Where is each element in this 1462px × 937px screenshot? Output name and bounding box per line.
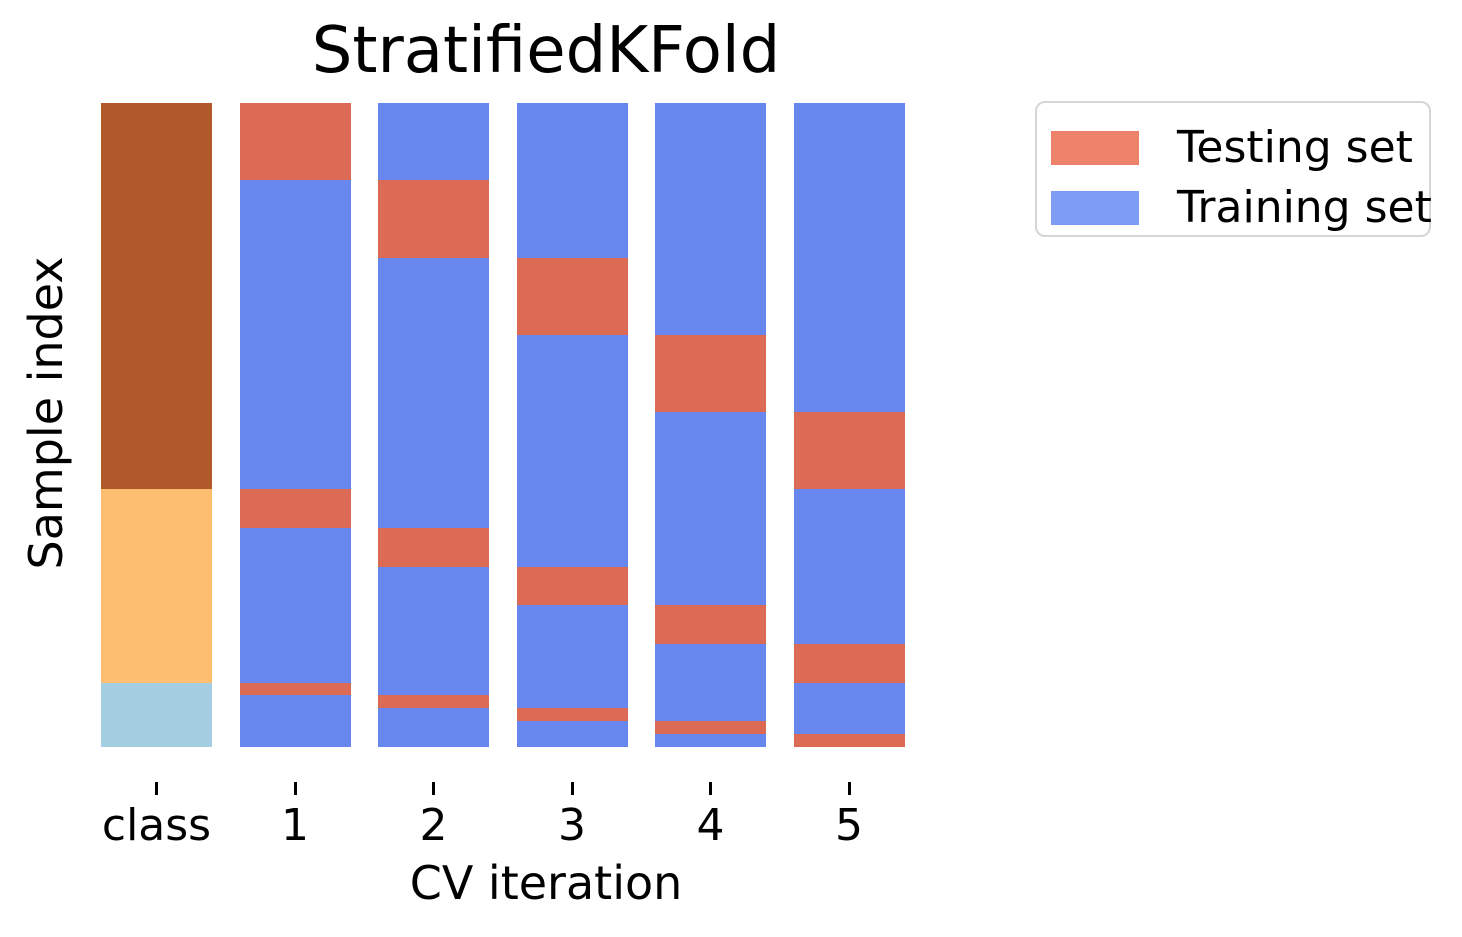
x-tick-5 <box>847 782 851 795</box>
training-segment <box>516 721 628 747</box>
testing-segment <box>378 180 489 258</box>
training-set-label: Training set <box>1177 182 1432 233</box>
testing-segment <box>516 257 628 335</box>
testing-segment <box>239 103 351 181</box>
x-tick-label-class: class <box>101 800 212 851</box>
class-column <box>101 103 212 747</box>
cv-column-5 <box>793 103 905 747</box>
cv-column-4 <box>655 103 766 747</box>
testing-segment <box>378 695 489 709</box>
x-tick-1 <box>293 782 297 795</box>
x-tick-class <box>155 782 158 795</box>
training-segment <box>239 528 351 683</box>
x-tick-label-5: 5 <box>835 800 863 851</box>
training-segment <box>793 489 905 644</box>
cv-column-1 <box>239 103 351 747</box>
training-segment <box>793 682 905 735</box>
x-tick-label-2: 2 <box>419 800 448 851</box>
testing-segment <box>793 643 905 683</box>
x-tick-2 <box>432 782 435 795</box>
legend: Testing set Training set <box>1035 101 1432 238</box>
testing-segment <box>793 412 905 490</box>
x-tick-label-3: 3 <box>558 800 586 851</box>
training-segment <box>239 180 351 490</box>
x-tick-label-4: 4 <box>696 800 725 851</box>
testing-segment <box>655 605 766 644</box>
training-segment <box>378 257 489 528</box>
training-segment <box>516 103 628 258</box>
training-segment <box>516 334 628 567</box>
training-segment <box>239 695 351 747</box>
training-segment <box>378 103 489 181</box>
testing-segment <box>239 682 351 696</box>
x-tick-4 <box>709 782 712 795</box>
training-segment <box>655 412 766 606</box>
training-segment <box>655 643 766 722</box>
testing-segment <box>378 528 489 567</box>
testing-set-swatch <box>1051 131 1139 165</box>
testing-set-label: Testing set <box>1177 122 1413 173</box>
testing-segment <box>516 566 628 606</box>
training-segment <box>516 605 628 709</box>
training-segment <box>378 566 489 696</box>
testing-segment <box>655 334 766 413</box>
class-block-class-a <box>101 103 212 490</box>
cv-column-2 <box>378 103 489 747</box>
chart-title: StratifiedKFold <box>311 14 781 88</box>
class-block-class-c <box>101 682 212 747</box>
legend-row-testing: Testing set <box>1051 118 1429 178</box>
testing-segment <box>655 721 766 735</box>
testing-segment <box>516 708 628 722</box>
training-segment <box>378 708 489 747</box>
x-axis-label: CV iteration <box>409 856 683 910</box>
testing-segment <box>239 489 351 528</box>
legend-row-training: Training set <box>1051 178 1432 238</box>
training-set-swatch <box>1051 191 1139 225</box>
testing-segment <box>793 734 905 747</box>
x-tick-3 <box>570 782 574 795</box>
training-segment <box>793 103 905 413</box>
class-block-class-b <box>101 489 212 683</box>
cv-column-3 <box>516 103 628 747</box>
x-tick-label-1: 1 <box>281 800 309 851</box>
training-segment <box>655 734 766 747</box>
training-segment <box>655 103 766 335</box>
